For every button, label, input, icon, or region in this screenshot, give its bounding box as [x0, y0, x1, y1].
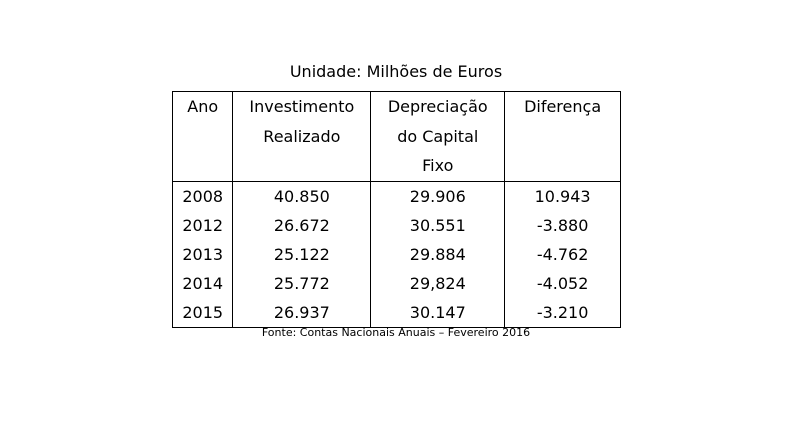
- table-header-row: Ano Investimento Realizado Depreciação d…: [171, 91, 621, 182]
- header-investment: Investimento Realizado: [232, 91, 372, 182]
- unit-caption: Unidade: Milhões de Euros: [289, 62, 503, 81]
- source-note: Fonte: Contas Nacionais Anuais – Feverei…: [261, 326, 531, 339]
- cell-difference: 10.943: [504, 181, 621, 211]
- cell-depreciation: 29,824: [370, 268, 506, 298]
- cell-investment: 25.122: [232, 239, 372, 269]
- table-row: 2013 25.122 29.884 -4.762: [171, 239, 621, 269]
- cell-year: 2012: [171, 210, 234, 240]
- cell-depreciation: 30.147: [370, 297, 506, 328]
- investment-table: Ano Investimento Realizado Depreciação d…: [171, 91, 621, 328]
- header-depreciation-line-1: Depreciação: [387, 97, 488, 116]
- header-depreciation-line-2: do Capital: [397, 126, 479, 146]
- cell-depreciation: 29.884: [370, 239, 506, 269]
- header-difference-line-1: Diferença: [524, 97, 602, 116]
- cell-investment: 26.937: [232, 297, 372, 328]
- cell-difference: -4.052: [504, 268, 621, 298]
- cell-investment: 25.772: [232, 268, 372, 298]
- table-row: 2015 26.937 30.147 -3.210: [171, 297, 621, 328]
- cell-year: 2008: [171, 181, 234, 211]
- header-depreciation-line-3: Fixo: [422, 156, 454, 175]
- table-row: 2014 25.772 29,824 -4.052: [171, 268, 621, 298]
- cell-investment: 26.672: [232, 210, 372, 240]
- header-year: Ano: [171, 91, 234, 182]
- table-row: 2012 26.672 30.551 -3.880: [171, 210, 621, 240]
- cell-depreciation: 30.551: [370, 210, 506, 240]
- cell-depreciation: 29.906: [370, 181, 506, 211]
- header-difference: Diferença: [504, 91, 621, 182]
- cell-year: 2013: [171, 239, 234, 269]
- cell-investment: 40.850: [232, 181, 372, 211]
- cell-year: 2015: [171, 297, 234, 328]
- header-investment-line-1: Investimento: [249, 97, 355, 116]
- cell-year: 2014: [171, 268, 234, 298]
- header-investment-line-2: Realizado: [263, 126, 341, 146]
- cell-difference: -3.880: [504, 210, 621, 240]
- cell-difference: -4.762: [504, 239, 621, 269]
- header-depreciation: Depreciação do Capital Fixo: [370, 91, 506, 182]
- cell-difference: -3.210: [504, 297, 621, 328]
- table-row: 2008 40.850 29.906 10.943: [171, 181, 621, 211]
- header-year-line-1: Ano: [187, 97, 219, 116]
